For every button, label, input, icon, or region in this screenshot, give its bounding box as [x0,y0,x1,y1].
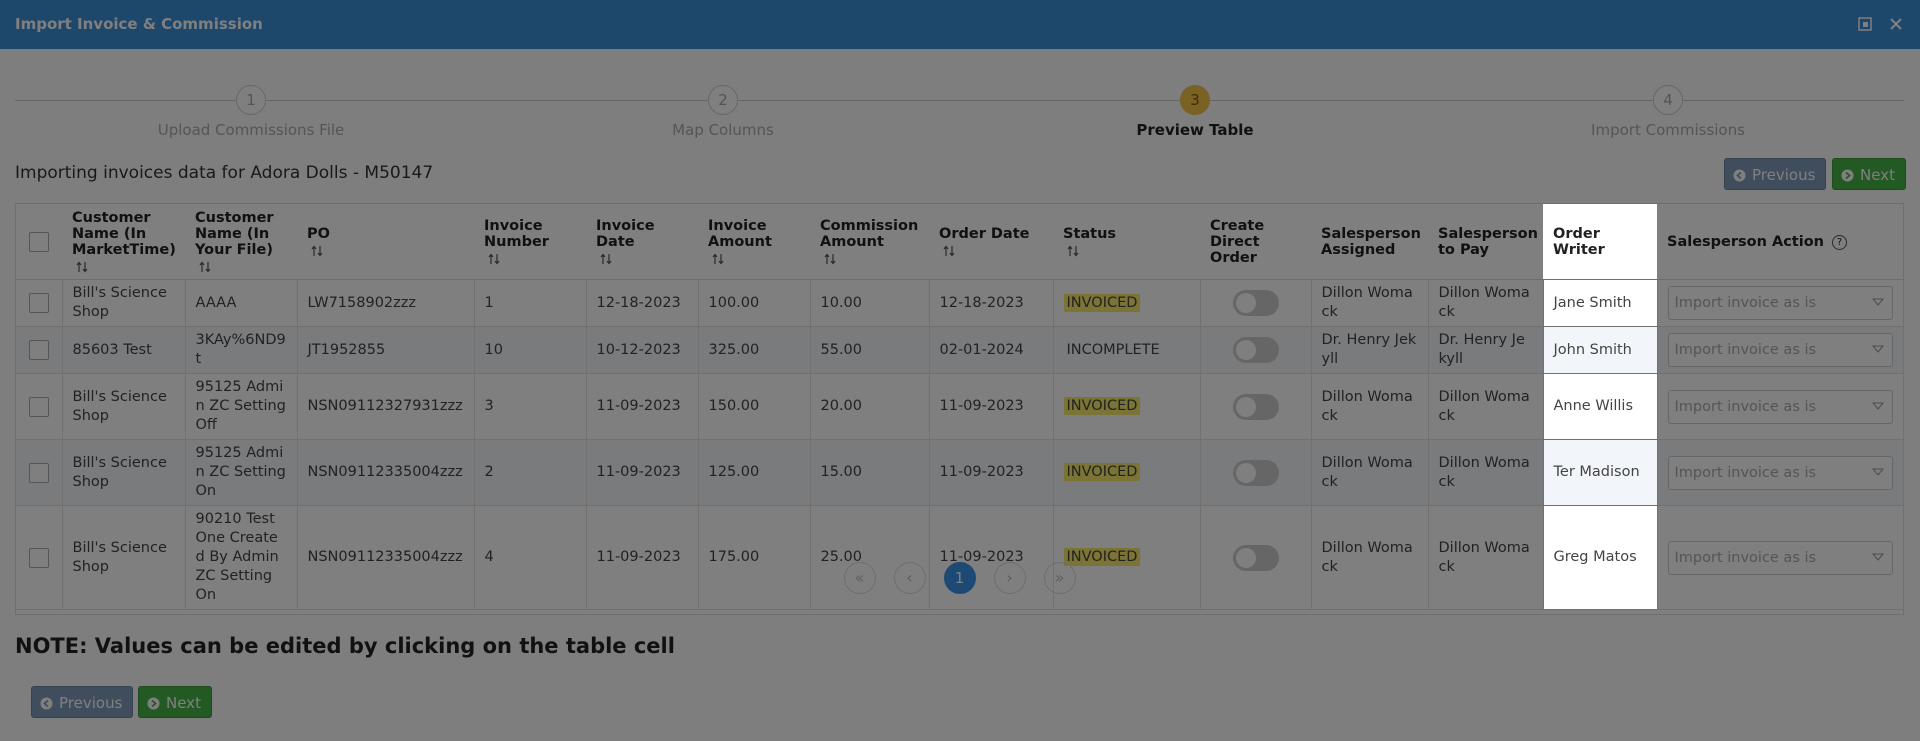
order-writer: Greg Matos [1553,549,1637,565]
table-cell: Anne Willis [1543,373,1658,440]
column-label: Order Writer [1553,225,1605,258]
table-cell: Jane Smith [1543,279,1658,327]
order-writer: Anne Willis [1553,398,1634,414]
order-writer: John Smith [1553,341,1632,358]
table-cell: Greg Matos [1543,505,1658,610]
table-cell: John Smith [1543,326,1658,374]
table-cell: Ter Madison [1543,439,1658,506]
order-writer: Jane Smith [1553,294,1632,311]
order-writer: Ter Madison [1553,464,1640,480]
column-header: Order Writer [1543,204,1657,280]
